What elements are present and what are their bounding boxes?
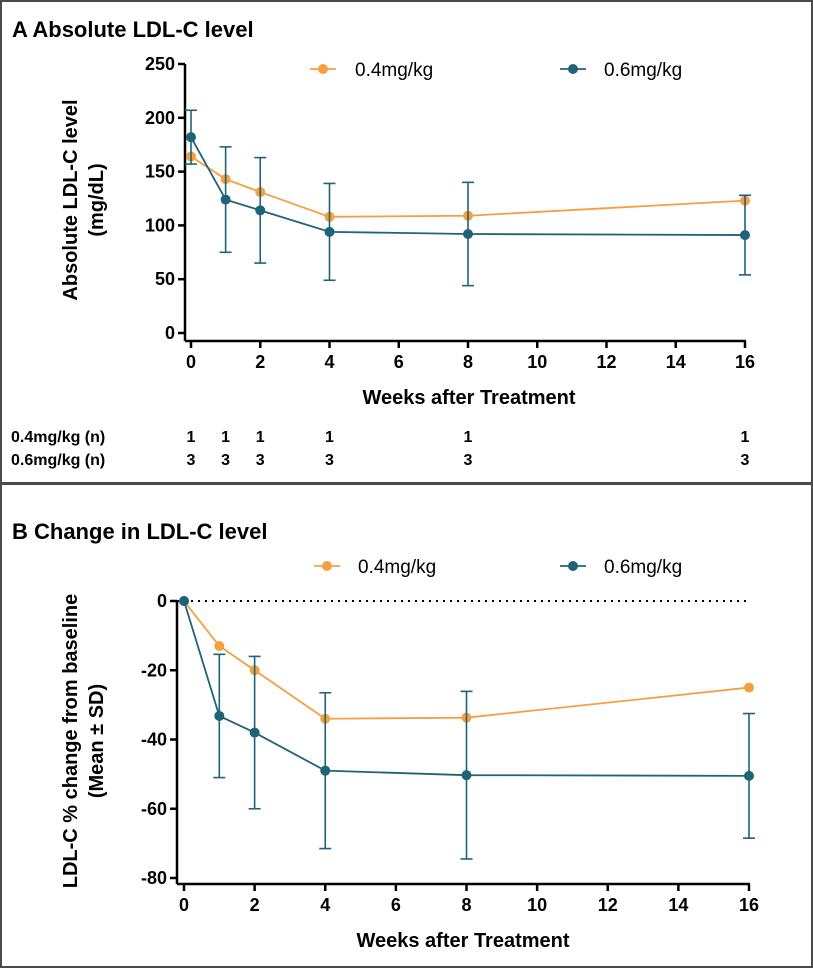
panel-b-x-tick-label: 0: [179, 895, 189, 915]
panel-b-series-06-point: [320, 765, 331, 776]
panel-a-n-value: 1: [256, 429, 265, 446]
panel-a-x-tick-label: 0: [186, 352, 196, 372]
panel-b-x-tick-label: 16: [739, 895, 759, 915]
panel-a-n-value: 3: [256, 452, 265, 469]
panel-a-legend-series-04-marker: [318, 64, 328, 74]
panel-b-x-tick-label: 8: [461, 895, 471, 915]
panel-b-series-04-point: [214, 641, 225, 652]
panel-b-y-axis-title-line2: (Mean ± SD): [86, 684, 108, 798]
panel-b-series-06-point: [179, 596, 189, 606]
panel-a-n-value: 1: [741, 429, 750, 446]
panel-b-series-06-point: [214, 710, 225, 721]
panel-a-y-axis-title-line2: (mg/dL): [86, 163, 108, 236]
panel-b-x-axis-title: Weeks after Treatment: [356, 930, 569, 952]
panel-a-y-axis-title-line1: Absolute LDL-C level: [60, 99, 82, 300]
panel-a-n-value: 1: [187, 429, 196, 446]
panel-a-n-value: 1: [221, 429, 230, 446]
panel-b-series-06-point: [744, 770, 754, 781]
panel-a-x-tick-label: 4: [324, 352, 334, 372]
panel-a-y-tick-label: 0: [165, 323, 175, 343]
panel-a-series-06-line: [190, 136, 746, 236]
panel-a-legend-series-06-marker: [568, 64, 578, 74]
panel-a-x-tick-label: 8: [463, 352, 473, 372]
panel-b-y-tick-label: -60: [141, 799, 167, 819]
panel-a-series-06-point: [255, 205, 266, 216]
panel-b-series-06-point: [461, 770, 472, 781]
panel-b-x-tick-label: 4: [320, 895, 330, 915]
panel-b-x-tick-label: 6: [391, 895, 401, 915]
panel-b-x-tick-label: 10: [527, 895, 547, 915]
panel-a-n-row-label: 0.6mg/kg (n): [11, 452, 105, 469]
panel-b-y-tick-label: -20: [141, 660, 167, 680]
panel-b-x-tick-label: 2: [250, 895, 260, 915]
panel-a-y-tick-label: 250: [145, 54, 175, 74]
panel-b-series-04-point: [744, 682, 754, 693]
panel-b-title: B Change in LDL-C level: [12, 519, 267, 544]
panel-a-legend-series-04-label: 0.4mg/kg: [355, 60, 433, 81]
panel-a-x-tick-label: 2: [255, 352, 265, 372]
panel-a-y-tick-label: 200: [145, 108, 175, 128]
panel-a-n-row-label: 0.4mg/kg (n): [11, 429, 105, 446]
panel-b-legend-series-04-label: 0.4mg/kg: [358, 557, 436, 578]
panel-b-x-tick-label: 14: [668, 895, 688, 915]
panel-a-y-tick-label: 100: [145, 215, 175, 235]
panel-a-x-tick-label: 14: [666, 352, 686, 372]
panel-a-n-value: 1: [464, 429, 473, 446]
panel-a-x-tick-label: 10: [527, 352, 547, 372]
panel-a-series-06-point: [220, 194, 231, 205]
panel-a-n-value: 3: [221, 452, 230, 469]
panel-a-n-value: 1: [325, 429, 334, 446]
panel-b-border: [0, 483, 813, 968]
panel-a-x-axis-title: Weeks after Treatment: [362, 387, 575, 409]
panel-b-y-tick-label: -80: [141, 868, 167, 888]
panel-b-y-tick-label: 0: [157, 591, 167, 611]
panel-a-n-value: 3: [464, 452, 473, 469]
panel-a-x-tick-label: 6: [394, 352, 404, 372]
panel-a-y-tick-label: 50: [155, 269, 175, 289]
panel-a-series-04-line: [190, 155, 746, 218]
panel-b-series-06-line: [183, 600, 750, 777]
panel-b-legend-series-04-marker: [322, 561, 332, 571]
panel-a-series-06-point: [186, 132, 196, 143]
panel-b-x-tick-label: 12: [598, 895, 618, 915]
panel-b-series-06-point: [249, 727, 260, 738]
panel-a-n-value: 3: [187, 452, 196, 469]
panel-b-series-04-line: [183, 600, 750, 720]
panel-a-x-tick-label: 16: [735, 352, 755, 372]
panel-b-y-tick-label: -40: [141, 730, 167, 750]
panel-a-title: A Absolute LDL-C level: [12, 17, 254, 42]
panel-a-legend-series-06-label: 0.6mg/kg: [604, 60, 682, 81]
panel-b-legend-series-06-label: 0.6mg/kg: [604, 557, 682, 578]
panel-b-y-axis-title-line1: LDL-C % change from baseline: [60, 594, 82, 889]
panel-a-n-value: 3: [741, 452, 750, 469]
panel-a-series-06-point: [324, 226, 335, 237]
panel-a-series-06-point: [463, 229, 473, 240]
panel-a-x-tick-label: 12: [596, 352, 616, 372]
panel-a-y-tick-label: 150: [145, 162, 175, 182]
panel-b-legend-series-06-marker: [568, 561, 578, 571]
panel-a-n-value: 3: [325, 452, 334, 469]
panel-a-series-06-point: [740, 230, 750, 241]
